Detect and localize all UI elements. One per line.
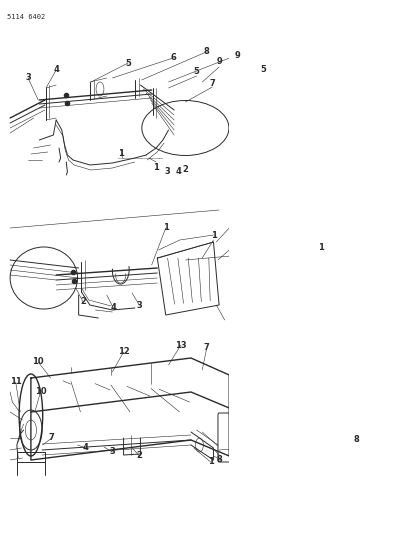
Text: 3: 3 xyxy=(164,167,170,176)
Text: 7: 7 xyxy=(204,343,210,352)
Text: 8: 8 xyxy=(354,435,359,445)
Text: 1: 1 xyxy=(153,163,159,172)
Text: 13: 13 xyxy=(175,341,187,350)
Text: 2: 2 xyxy=(182,165,188,174)
Text: 1: 1 xyxy=(163,223,169,232)
Text: 9: 9 xyxy=(234,51,240,60)
Text: 4: 4 xyxy=(82,443,88,453)
Text: 9: 9 xyxy=(216,58,222,67)
Text: 6: 6 xyxy=(170,53,176,62)
Text: 7: 7 xyxy=(49,433,55,442)
Text: 3: 3 xyxy=(136,301,142,310)
Text: 4: 4 xyxy=(111,303,116,312)
Text: 12: 12 xyxy=(118,348,129,357)
Text: 5114 6402: 5114 6402 xyxy=(7,14,45,20)
Text: 10: 10 xyxy=(35,387,46,397)
Text: 11: 11 xyxy=(10,377,22,386)
Text: 5: 5 xyxy=(125,59,131,68)
Text: 8: 8 xyxy=(216,456,222,464)
Text: 3: 3 xyxy=(109,448,115,456)
Text: 5: 5 xyxy=(260,66,266,75)
Text: 4: 4 xyxy=(176,167,182,176)
Text: 1: 1 xyxy=(118,149,124,158)
Text: 4: 4 xyxy=(53,66,59,75)
Text: 2: 2 xyxy=(136,451,142,461)
Text: 1: 1 xyxy=(211,230,216,239)
Text: 7: 7 xyxy=(209,78,215,87)
Text: 1: 1 xyxy=(208,457,214,466)
Text: 1: 1 xyxy=(318,244,324,253)
Text: 8: 8 xyxy=(203,47,209,56)
Text: 3: 3 xyxy=(25,74,31,83)
Text: 10: 10 xyxy=(32,358,44,367)
Text: 2: 2 xyxy=(80,297,86,306)
Text: 5: 5 xyxy=(194,68,200,77)
